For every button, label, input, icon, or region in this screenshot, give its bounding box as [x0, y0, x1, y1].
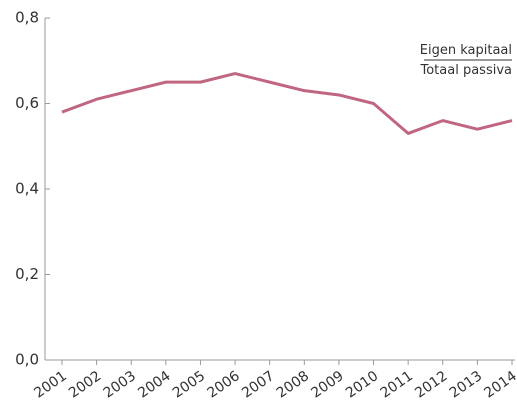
y-tick-label: 0,2 — [15, 265, 39, 283]
x-tick-label: 2003 — [101, 368, 139, 402]
x-tick-label: 2011 — [378, 368, 416, 402]
x-tick-label: 2002 — [66, 368, 104, 402]
x-tick-label: 2014 — [481, 368, 517, 402]
x-tick-label: 2007 — [239, 368, 277, 402]
y-tick-label: 0,6 — [15, 94, 39, 112]
x-tick-label: 2005 — [170, 368, 208, 402]
x-tick-label: 2004 — [135, 368, 173, 402]
x-tick-label: 2006 — [205, 368, 243, 402]
x-tick-label: 2009 — [308, 368, 346, 402]
legend-denominator: Totaal passiva — [420, 63, 513, 78]
x-tick-label: 2012 — [412, 368, 450, 402]
x-tick-label: 2013 — [447, 368, 485, 402]
y-tick-label: 0,8 — [15, 9, 39, 27]
x-tick-label: 2001 — [31, 368, 69, 402]
y-tick-label: 0,0 — [15, 351, 39, 369]
line-series — [61, 72, 513, 135]
x-tick-label: 2010 — [343, 368, 381, 402]
legend-numerator: Eigen kapitaal — [420, 43, 512, 58]
y-tick-label: 0,4 — [15, 180, 39, 198]
x-tick-label: 2008 — [274, 368, 312, 402]
